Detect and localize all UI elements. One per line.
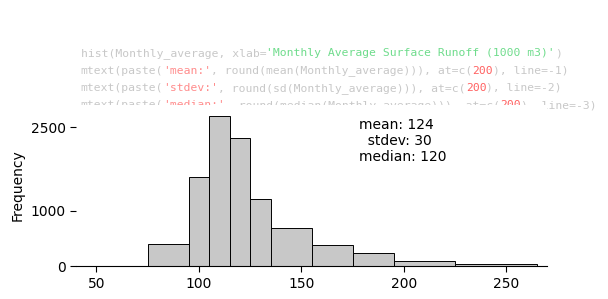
- Text: , round(sd(Monthly_average))), at=c(: , round(sd(Monthly_average))), at=c(: [218, 83, 466, 94]
- Bar: [188, 177, 209, 266]
- Bar: [250, 199, 271, 266]
- Text: 'Monthly Average Surface Runoff (1000 m3)': 'Monthly Average Surface Runoff (1000 m3…: [266, 48, 555, 58]
- Text: ), line=-2): ), line=-2): [486, 83, 562, 93]
- Text: ): ): [555, 48, 562, 58]
- Text: 'stdev:': 'stdev:': [163, 83, 218, 93]
- Text: , round(mean(Monthly_average))), at=c(: , round(mean(Monthly_average))), at=c(: [212, 65, 472, 77]
- Text: mtext(paste(: mtext(paste(: [81, 65, 163, 76]
- Bar: [393, 261, 455, 266]
- Bar: [148, 244, 188, 266]
- Text: mean: 124
  stdev: 30
median: 120: mean: 124 stdev: 30 median: 120: [359, 118, 446, 164]
- Text: 200: 200: [466, 83, 486, 93]
- Bar: [353, 253, 393, 266]
- Text: ), line=-3): ), line=-3): [520, 100, 596, 110]
- Text: , round(median(Monthly_average))), at=c(: , round(median(Monthly_average))), at=c(: [225, 100, 500, 111]
- Text: ), line=-1): ), line=-1): [493, 65, 569, 76]
- Text: hist(Monthly_average, xlab=: hist(Monthly_average, xlab=: [81, 48, 266, 59]
- Text: 200: 200: [472, 65, 493, 76]
- Text: 'mean:': 'mean:': [163, 65, 212, 76]
- Text: 'median:': 'median:': [163, 100, 225, 110]
- Text: 200: 200: [500, 100, 520, 110]
- Bar: [312, 245, 353, 266]
- Bar: [271, 228, 312, 266]
- Bar: [230, 138, 250, 266]
- Bar: [455, 264, 537, 266]
- Text: mtext(paste(: mtext(paste(: [81, 83, 163, 93]
- Bar: [209, 116, 230, 266]
- Y-axis label: Frequency: Frequency: [11, 150, 25, 221]
- Text: mtext(paste(: mtext(paste(: [81, 100, 163, 110]
